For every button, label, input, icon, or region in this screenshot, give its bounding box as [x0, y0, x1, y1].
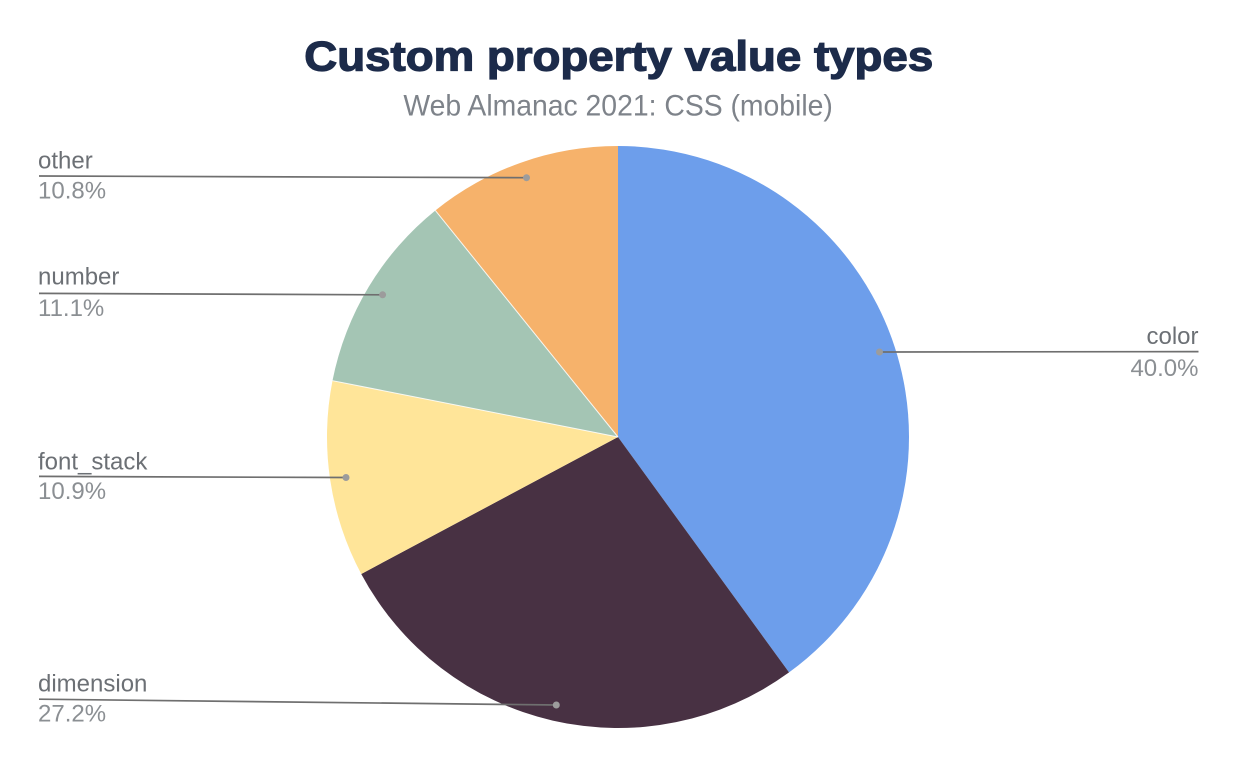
svg-text:color: color [1146, 323, 1198, 350]
svg-text:10.8%: 10.8% [38, 178, 106, 205]
svg-text:11.1%: 11.1% [38, 295, 104, 322]
svg-text:font_stack: font_stack [38, 448, 148, 475]
svg-text:27.2%: 27.2% [38, 701, 106, 728]
svg-text:Web Almanac 2021: CSS (mobile): Web Almanac 2021: CSS (mobile) [403, 90, 833, 123]
svg-text:other: other [38, 147, 93, 174]
svg-text:dimension: dimension [38, 671, 147, 698]
svg-text:Custom property value types: Custom property value types [304, 34, 933, 80]
svg-text:40.0%: 40.0% [1130, 355, 1198, 382]
svg-text:number: number [38, 263, 119, 290]
svg-text:10.9%: 10.9% [38, 478, 106, 505]
